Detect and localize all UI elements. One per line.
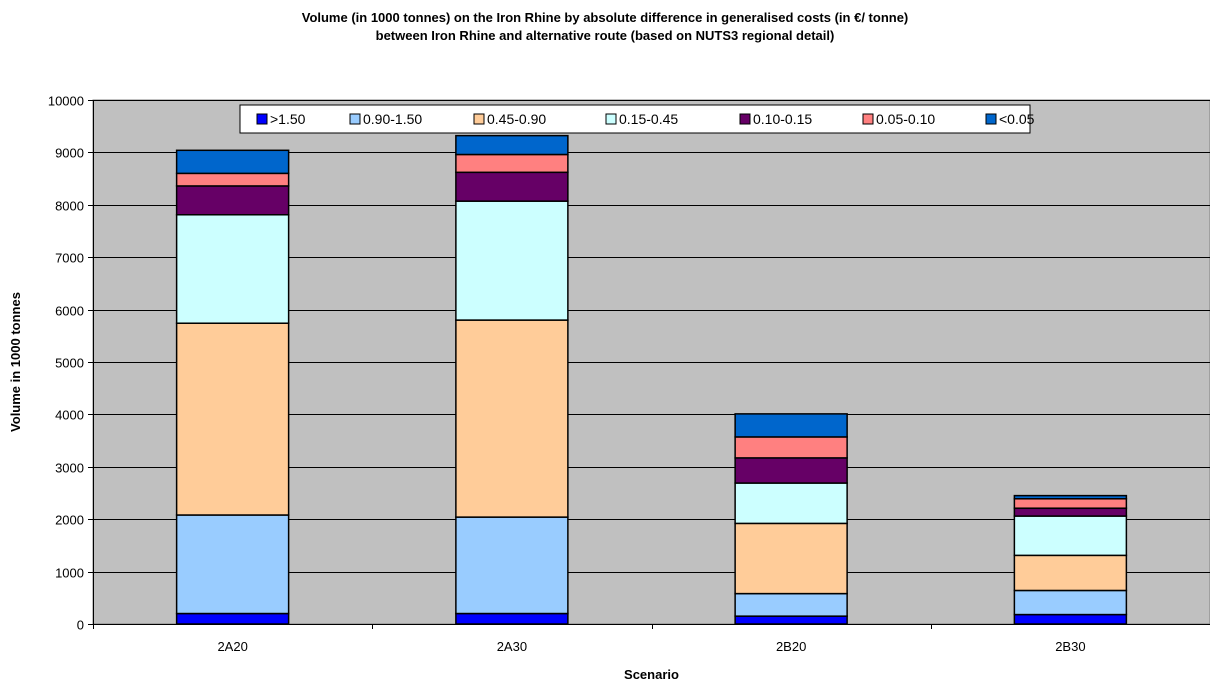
bar-segment bbox=[734, 436, 848, 459]
y-tick-label: 6000 bbox=[55, 304, 84, 319]
bar-stack-2B30 bbox=[1013, 494, 1128, 625]
legend-label: 0.05-0.10 bbox=[876, 111, 935, 127]
bar-segment bbox=[455, 319, 569, 518]
bar-segment bbox=[455, 516, 569, 615]
x-tick-label: 2A20 bbox=[217, 639, 247, 654]
bar-segment bbox=[455, 200, 569, 321]
legend-box bbox=[239, 104, 1031, 134]
y-tick-label: 0 bbox=[77, 618, 84, 633]
legend-swatch bbox=[739, 113, 751, 125]
legend-item: <0.05 bbox=[985, 111, 1035, 127]
bar-segment bbox=[455, 612, 569, 625]
bar-segment bbox=[1013, 507, 1128, 517]
bar-stack-2B20 bbox=[734, 413, 848, 625]
x-tick-label: 2B30 bbox=[1055, 639, 1085, 654]
y-axis-label: Volume in 1000 tonnes bbox=[8, 292, 23, 432]
bar-segment bbox=[1013, 613, 1128, 625]
bar-segment bbox=[734, 413, 848, 438]
y-tick-label: 7000 bbox=[55, 251, 84, 266]
legend: >1.50 0.90-1.50 0.45-0.90 0.15-0.45 0.10-0.1… bbox=[239, 104, 1035, 134]
legend-label: >1.50 bbox=[270, 111, 306, 127]
bars bbox=[175, 134, 1128, 625]
bar-segment bbox=[175, 172, 290, 187]
axes bbox=[93, 100, 1210, 625]
legend-label: 0.15-0.45 bbox=[619, 111, 678, 127]
bar-segment bbox=[1013, 554, 1128, 592]
bar-segment bbox=[175, 185, 290, 216]
y-axis-ticks: 0 1000 2000 3000 4000 5000 6000 7000 8000 9000 100… bbox=[48, 94, 93, 633]
x-axis-ticks: 2A20 2A30 2B20 2B30 bbox=[93, 624, 1086, 654]
legend-swatch bbox=[862, 113, 874, 125]
y-tick-label: 5000 bbox=[55, 356, 84, 371]
legend-label: 0.10-0.15 bbox=[753, 111, 812, 127]
legend-swatch bbox=[256, 113, 268, 125]
bar-segment bbox=[455, 134, 569, 156]
bar-segment bbox=[1013, 589, 1128, 616]
y-tick-label: 1000 bbox=[55, 566, 84, 581]
legend-item: 0.15-0.45 bbox=[605, 111, 678, 127]
bar-stack-2A20 bbox=[175, 149, 290, 625]
bar-segment bbox=[734, 482, 848, 525]
y-tick-label: 8000 bbox=[55, 199, 84, 214]
legend-label: <0.05 bbox=[999, 111, 1035, 127]
bar-stack-2A30 bbox=[455, 134, 569, 625]
legend-label: 0.90-1.50 bbox=[363, 111, 422, 127]
legend-swatch bbox=[985, 113, 997, 125]
bar-segment bbox=[1013, 515, 1128, 557]
legend-item: 0.45-0.90 bbox=[473, 111, 546, 127]
legend-swatch bbox=[605, 113, 617, 125]
bar-segment bbox=[1013, 494, 1128, 500]
x-axis-label: Scenario bbox=[624, 667, 679, 682]
y-tick-label: 10000 bbox=[48, 94, 84, 109]
bar-segment bbox=[734, 522, 848, 595]
bar-segment bbox=[734, 592, 848, 617]
legend-item: 0.90-1.50 bbox=[349, 111, 422, 127]
bar-segment bbox=[175, 322, 290, 516]
bar-segment bbox=[1013, 498, 1128, 509]
bar-segment bbox=[734, 615, 848, 625]
chart-title-line-1: Volume (in 1000 tonnes) on the Iron Rhin… bbox=[301, 10, 909, 25]
bar-segment bbox=[175, 149, 290, 175]
bar-segment bbox=[455, 153, 569, 174]
x-tick-label: 2B20 bbox=[776, 639, 806, 654]
legend-label: 0.45-0.90 bbox=[487, 111, 546, 127]
legend-item: >1.50 bbox=[256, 111, 306, 127]
bar-segment bbox=[734, 457, 848, 484]
bar-segment bbox=[455, 171, 569, 202]
y-tick-label: 2000 bbox=[55, 513, 84, 528]
legend-item: 0.10-0.15 bbox=[739, 111, 812, 127]
chart-title-line-2: between Iron Rhine and alternative route… bbox=[375, 28, 835, 43]
legend-swatch bbox=[473, 113, 485, 125]
y-tick-label: 9000 bbox=[55, 146, 84, 161]
y-tick-label: 3000 bbox=[55, 461, 84, 476]
bar-segment bbox=[175, 612, 290, 625]
bar-segment bbox=[175, 514, 290, 615]
x-tick-label: 2A30 bbox=[497, 639, 527, 654]
legend-item: 0.05-0.10 bbox=[862, 111, 935, 127]
bar-segment bbox=[175, 214, 290, 324]
y-tick-label: 4000 bbox=[55, 408, 84, 423]
legend-swatch bbox=[349, 113, 361, 125]
